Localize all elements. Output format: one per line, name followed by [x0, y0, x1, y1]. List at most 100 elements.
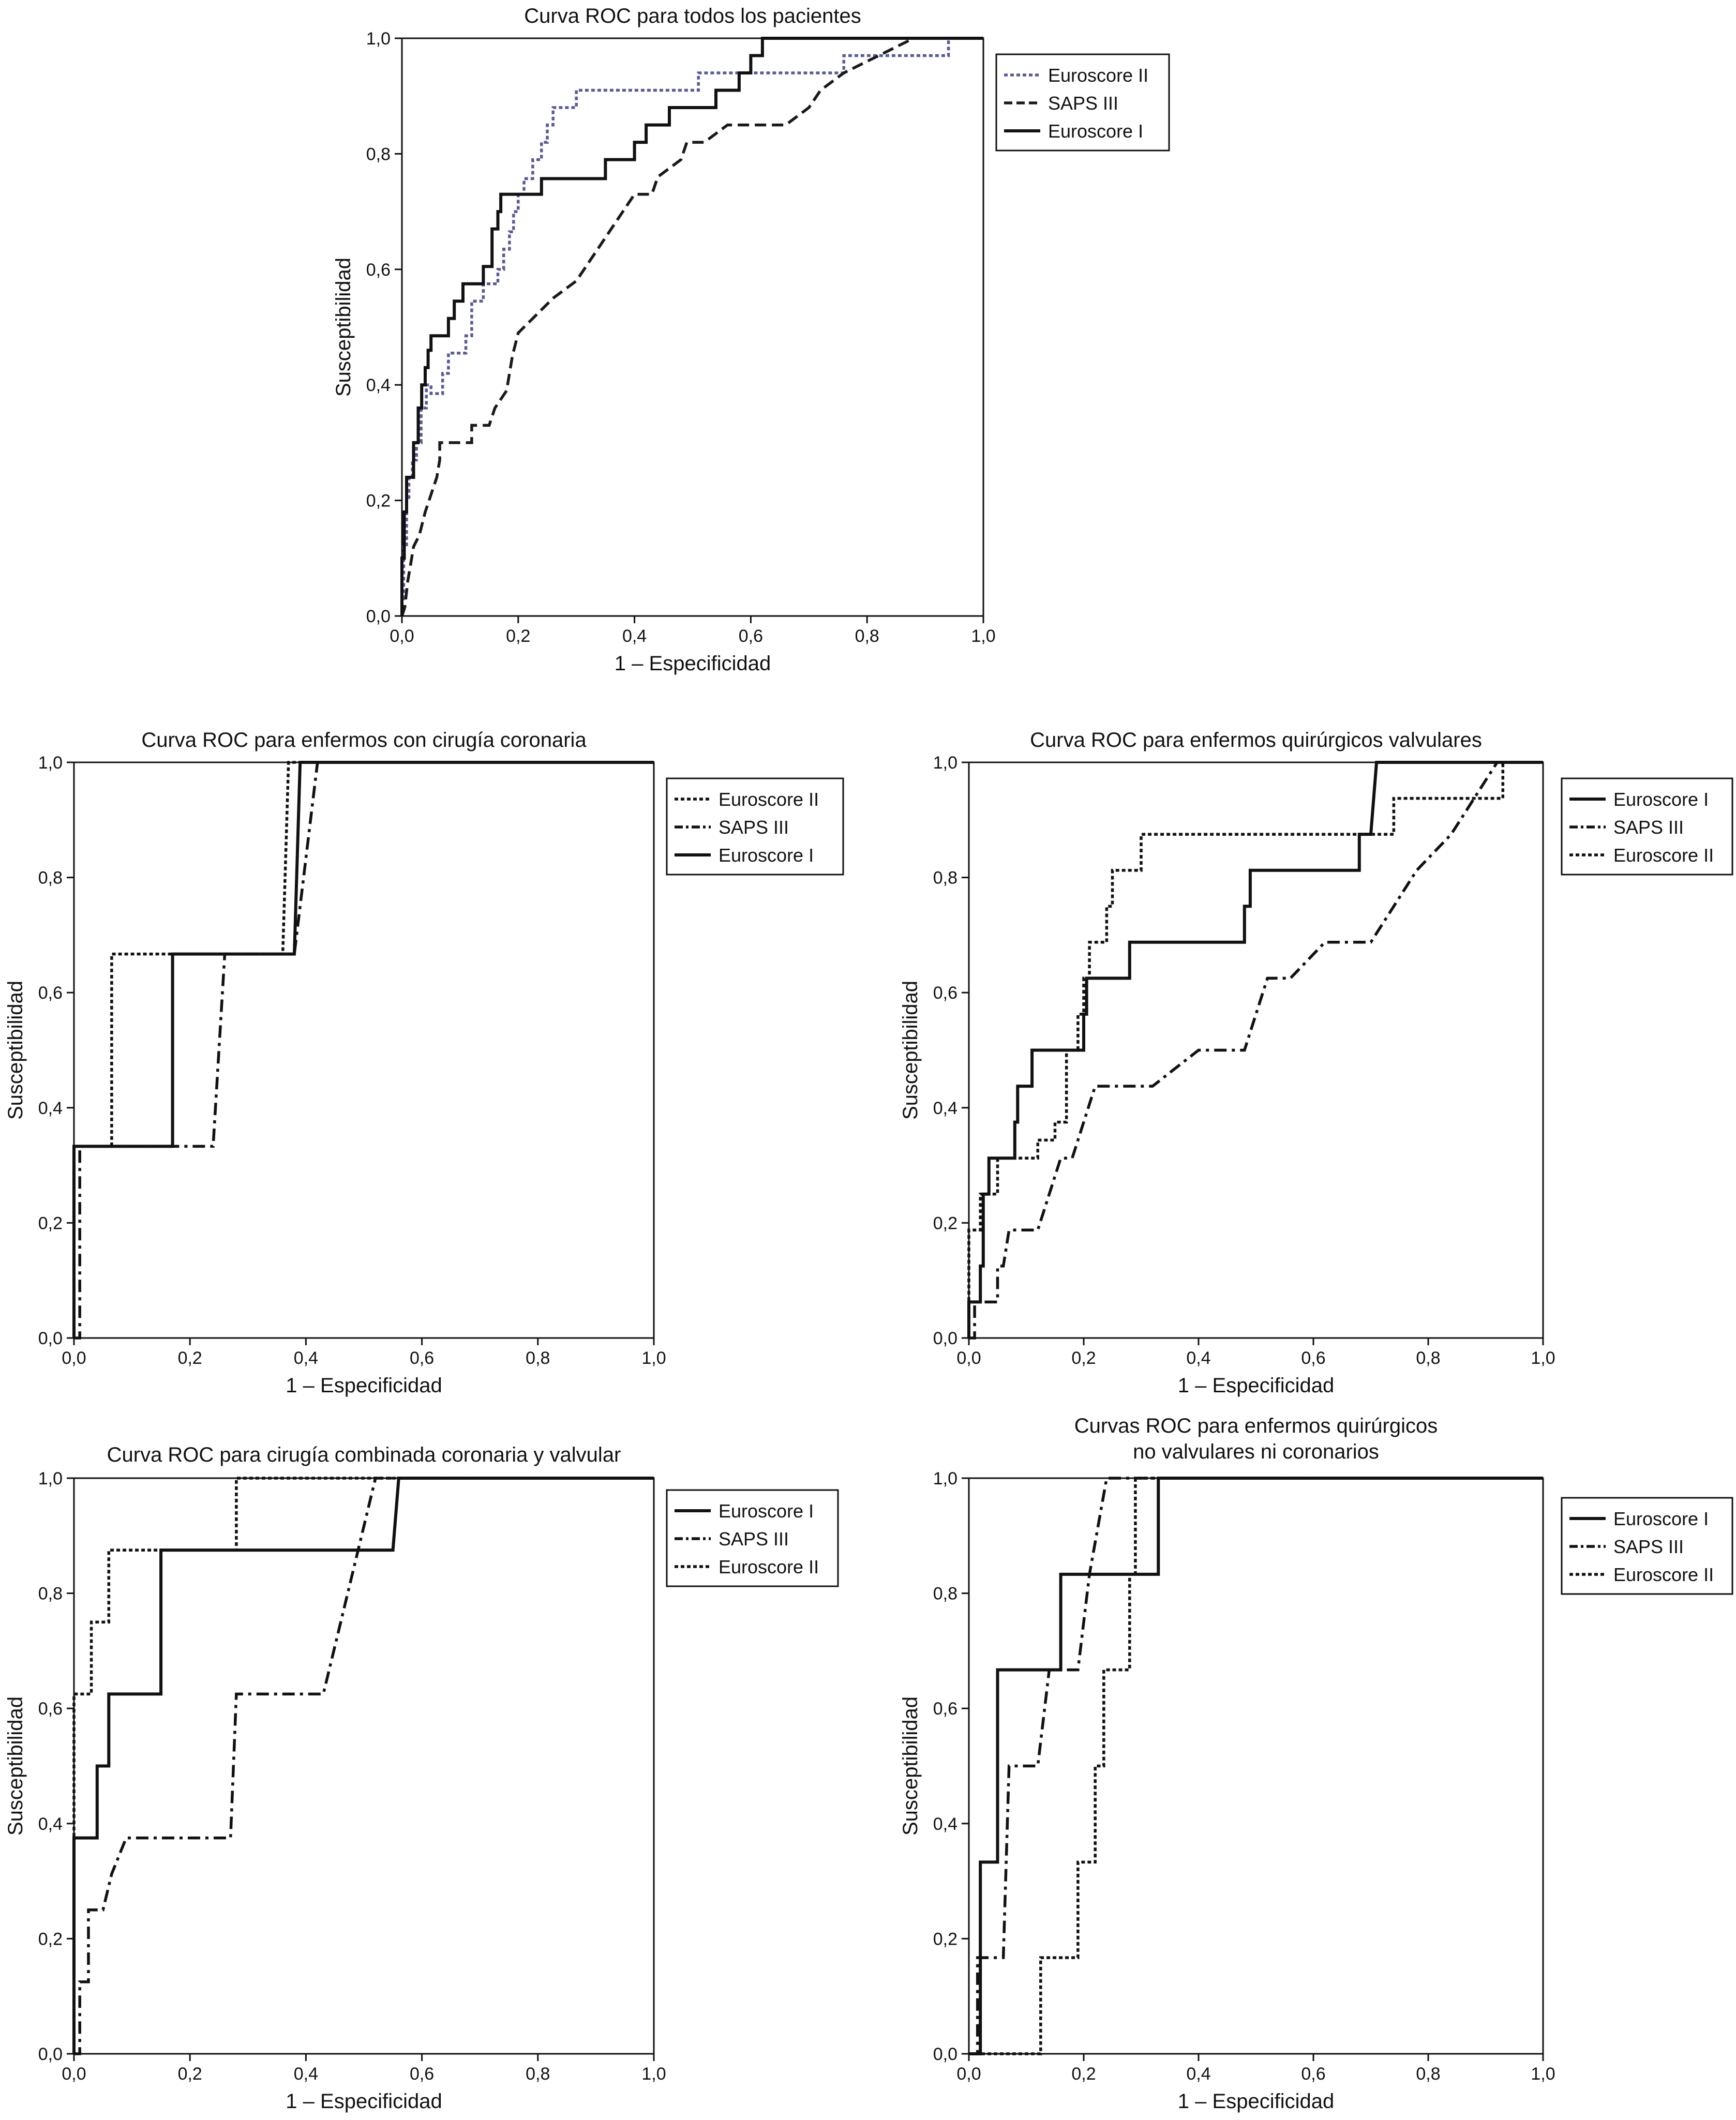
- y-tick-label: 0,4: [38, 1814, 63, 1834]
- x-tick-label: 0,8: [526, 2064, 550, 2084]
- y-tick-label: 0,8: [933, 868, 957, 888]
- x-axis-label: 1 – Especificidad: [286, 1374, 442, 1397]
- series-line-euroscore-i: [400, 37, 983, 616]
- x-tick-label: 0,2: [178, 1348, 202, 1368]
- x-tick-label: 0,6: [739, 626, 763, 646]
- y-tick-label: 0,8: [933, 1584, 957, 1604]
- legend-label: SAPS III: [719, 817, 789, 838]
- y-tick-label: 0,0: [38, 2044, 63, 2064]
- roc-panel-1: Curva ROC para todos los pacientes 0,00,0…: [332, 5, 1170, 675]
- legend-label: Euroscore I: [1613, 1508, 1709, 1529]
- y-axis-label: Susceptibilidad: [4, 981, 27, 1120]
- y-tick-label: 0,4: [933, 1099, 957, 1118]
- x-tick-label: 0,0: [62, 2064, 86, 2084]
- legend-box: [995, 53, 1170, 152]
- legend: Euroscore I SAPS III Euroscore II: [1561, 777, 1733, 876]
- series-line-euroscore-ii: [400, 37, 983, 616]
- legend-label: SAPS III: [1613, 1536, 1684, 1557]
- legend-label: Euroscore I: [1613, 789, 1709, 810]
- y-tick-label: 0,4: [933, 1814, 957, 1834]
- y-tick-label: 0,4: [38, 1099, 63, 1118]
- roc-panel-2: Curva ROC para enfermos con cirugía coro…: [4, 729, 844, 1397]
- legend-label: Euroscore II: [1613, 1564, 1714, 1585]
- x-tick-label: 1,0: [641, 2064, 666, 2084]
- x-tick-label: 0,0: [390, 626, 414, 646]
- y-tick-label: 0,6: [38, 1699, 63, 1719]
- series-line-saps-iii: [969, 761, 1543, 1340]
- y-tick-label: 0,8: [38, 868, 63, 888]
- legend-label: Euroscore II: [719, 789, 819, 810]
- series-line-euroscore-ii: [969, 1477, 1543, 2055]
- x-tick-label: 1,0: [1531, 1348, 1555, 1368]
- series-line-euroscore-ii: [72, 761, 654, 1338]
- roc-panel-3: Curva ROC para enfermos quirúrgicos valv…: [899, 729, 1733, 1397]
- x-tick-label: 0,8: [1416, 1348, 1440, 1368]
- y-tick-label: 0,2: [933, 1213, 957, 1233]
- y-tick-label: 1,0: [38, 753, 63, 773]
- x-tick-label: 0,0: [62, 1348, 86, 1368]
- y-axis-label: Susceptibilidad: [4, 1696, 27, 1836]
- plot-frame: [401, 37, 984, 617]
- x-tick-label: 0,0: [956, 1348, 981, 1368]
- x-tick-label: 0,6: [410, 1348, 434, 1368]
- x-tick-label: 0,8: [855, 626, 879, 646]
- chart-title: Curva ROC para enfermos quirúrgicos valv…: [1030, 729, 1482, 751]
- x-tick-label: 0,2: [506, 626, 530, 646]
- y-tick-label: 1,0: [366, 29, 391, 49]
- x-tick-label: 0,6: [1301, 2064, 1325, 2084]
- y-axis-label: Susceptibilidad: [332, 258, 355, 397]
- series-line-euroscore-i: [969, 1477, 1543, 2055]
- y-tick-label: 0,0: [366, 607, 391, 626]
- x-tick-label: 0,4: [294, 2064, 318, 2084]
- y-tick-label: 0,2: [933, 1929, 957, 1949]
- legend: Euroscore II SAPS III Euroscore I: [666, 777, 844, 876]
- x-tick-label: 0,2: [1071, 2064, 1096, 2084]
- x-tick-label: 0,0: [956, 2064, 981, 2084]
- series-line-euroscore-i: [967, 761, 1543, 1338]
- x-tick-label: 0,8: [526, 1348, 550, 1368]
- legend: Euroscore II SAPS III Euroscore I: [995, 53, 1170, 152]
- chart-title: no valvulares ni coronarios: [1133, 1440, 1379, 1463]
- x-tick-label: 0,2: [178, 2064, 202, 2084]
- series-line-saps-iii: [74, 761, 654, 1340]
- legend-label: SAPS III: [1613, 817, 1684, 838]
- x-tick-label: 0,6: [410, 2064, 434, 2084]
- y-tick-label: 0,6: [933, 983, 957, 1003]
- chart-title: Curva ROC para todos los pacientes: [524, 5, 861, 27]
- x-tick-label: 1,0: [971, 626, 995, 646]
- y-tick-label: 1,0: [933, 753, 957, 773]
- x-tick-label: 0,4: [1186, 1348, 1210, 1368]
- legend: Euroscore I SAPS III Euroscore II: [666, 1489, 839, 1587]
- y-tick-label: 0,2: [38, 1213, 63, 1233]
- legend-label: Euroscore II: [1613, 845, 1714, 866]
- y-tick-label: 0,6: [366, 260, 391, 280]
- x-axis-label: 1 – Especificidad: [286, 2090, 442, 2113]
- chart-title: Curva ROC para cirugía combinada coronar…: [107, 1444, 621, 1466]
- series-line-saps-iii: [969, 1477, 1543, 2055]
- plot-frame: [968, 761, 1544, 1339]
- x-tick-label: 0,4: [1186, 2064, 1210, 2084]
- legend-label: Euroscore II: [1048, 65, 1148, 86]
- legend-label: SAPS III: [719, 1528, 789, 1550]
- x-axis-label: 1 – Especificidad: [1178, 2090, 1334, 2113]
- y-tick-label: 0,8: [366, 144, 391, 164]
- chart-title: Curva ROC para enfermos con cirugía coro…: [141, 729, 587, 751]
- x-tick-label: 0,4: [294, 1348, 318, 1368]
- legend-label: Euroscore I: [719, 845, 814, 866]
- y-tick-label: 0,2: [38, 1929, 63, 1949]
- y-tick-label: 0,4: [366, 375, 391, 395]
- x-tick-label: 1,0: [641, 1348, 666, 1368]
- y-tick-label: 0,6: [38, 983, 63, 1003]
- y-tick-label: 1,0: [933, 1469, 957, 1488]
- x-tick-label: 0,8: [1416, 2064, 1440, 2084]
- x-tick-label: 0,2: [1071, 1348, 1096, 1368]
- y-tick-label: 1,0: [38, 1469, 63, 1488]
- chart-title: Curvas ROC para enfermos quirúrgicos: [1074, 1415, 1438, 1437]
- x-tick-label: 0,4: [622, 626, 647, 646]
- legend: Euroscore I SAPS III Euroscore II: [1561, 1497, 1733, 1595]
- roc-panel-4: Curva ROC para cirugía combinada coronar…: [4, 1444, 839, 2113]
- y-tick-label: 0,2: [366, 491, 391, 511]
- y-tick-label: 0,8: [38, 1584, 63, 1604]
- legend-label: Euroscore I: [1048, 121, 1143, 142]
